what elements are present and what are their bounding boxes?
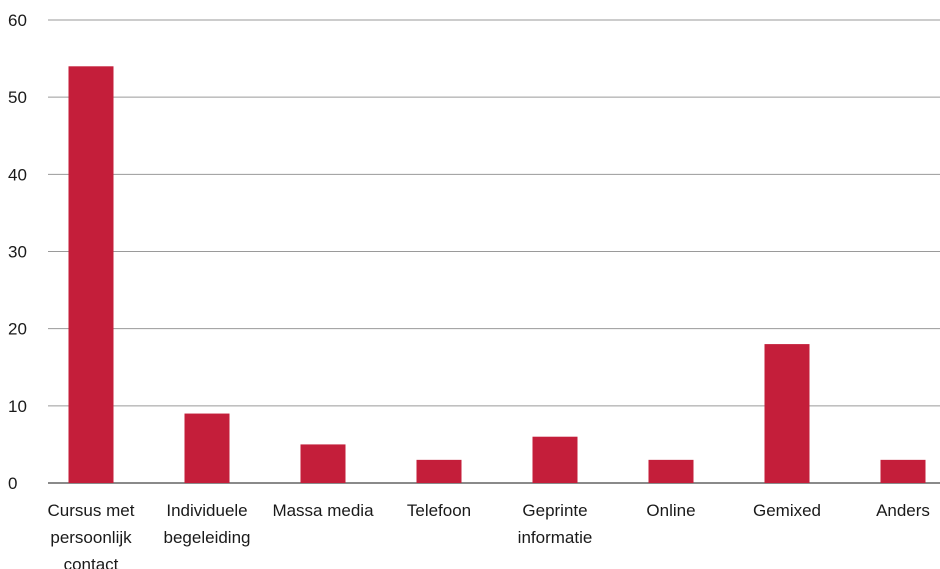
x-category-label-line: Individuele: [166, 501, 247, 520]
x-axis-labels: Cursus met persoonlijk contact Individuele b…: [48, 501, 930, 569]
x-category-label: Online: [646, 501, 695, 520]
x-category-label-line: Anders: [876, 501, 930, 520]
x-category-label-line: Geprinte: [522, 501, 587, 520]
x-category-label-line: Telefoon: [407, 501, 471, 520]
x-category-label: Geprinte informatie: [518, 501, 593, 547]
x-category-label-line: Massa media: [272, 501, 374, 520]
bar: [764, 344, 810, 483]
bar: [184, 413, 230, 483]
y-tick-label: 0: [8, 474, 17, 493]
y-tick-label: 30: [8, 243, 27, 262]
x-category-label-line: informatie: [518, 528, 593, 547]
bar: [416, 459, 462, 483]
bar: [880, 459, 926, 483]
x-category-label: Individuele begeleiding: [164, 501, 251, 547]
x-category-label-line: persoonlijk: [50, 528, 132, 547]
y-tick-label: 60: [8, 11, 27, 30]
x-category-label-line: Cursus met: [48, 501, 135, 520]
y-tick-label: 50: [8, 88, 27, 107]
bar: [300, 444, 346, 483]
x-category-label: Massa media: [272, 501, 374, 520]
bar: [648, 459, 694, 483]
bar: [532, 436, 578, 483]
bars: [68, 66, 926, 484]
x-category-label: Gemixed: [753, 501, 821, 520]
y-axis-ticks: 0 10 20 30 40 50 60: [8, 11, 27, 493]
x-category-label-line: Gemixed: [753, 501, 821, 520]
y-tick-label: 40: [8, 165, 27, 184]
y-tick-label: 20: [8, 320, 27, 339]
bar: [68, 66, 114, 484]
x-category-label: Telefoon: [407, 501, 471, 520]
x-category-label-line: Online: [646, 501, 695, 520]
x-category-label-line: begeleiding: [164, 528, 251, 547]
x-category-label: Cursus met persoonlijk contact: [48, 501, 135, 569]
x-category-label: Anders: [876, 501, 930, 520]
x-category-label-line: contact: [64, 555, 119, 569]
y-tick-label: 10: [8, 397, 27, 416]
